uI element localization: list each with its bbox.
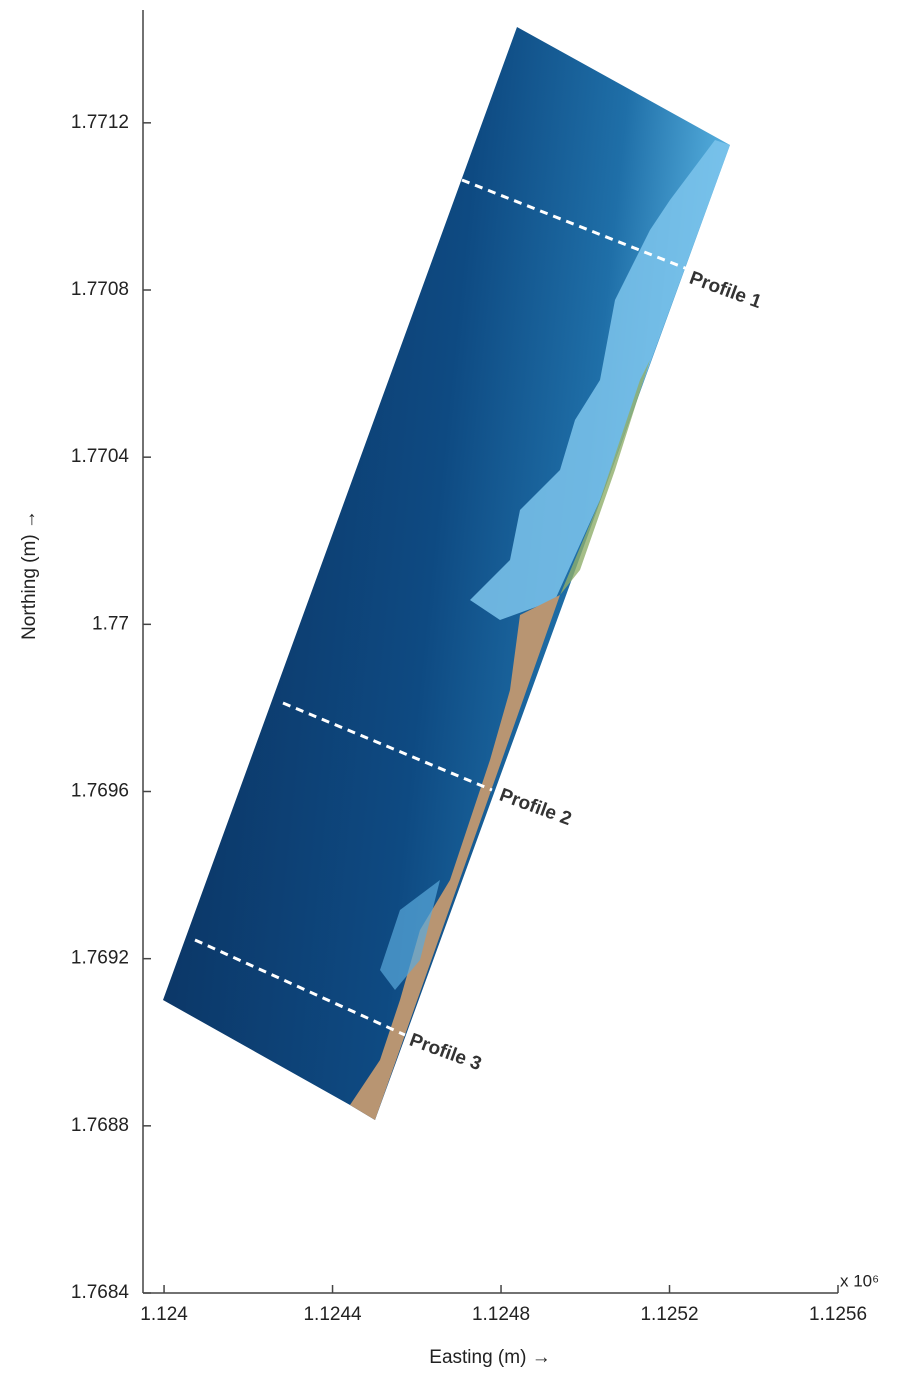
y-tick-label: 1.7692 [71, 948, 129, 969]
profile-label: Profile 3 [407, 1030, 485, 1075]
x-tick-label: 1.1244 [303, 1304, 362, 1325]
vegetation [560, 360, 650, 595]
y-tick-label: 1.7704 [71, 446, 130, 467]
profile-lines [194, 178, 691, 1037]
profile-label: Profile 2 [497, 785, 575, 830]
profile-line [282, 701, 493, 792]
x-tick-label: 1.1248 [472, 1304, 530, 1325]
x-tick-label: 1.1252 [640, 1304, 698, 1325]
beach [350, 595, 560, 1120]
y-tick-label: 1.7688 [71, 1115, 129, 1136]
shallows [470, 140, 730, 620]
x-tick-label: 1.124 [140, 1304, 188, 1325]
x-tick-label: 1.1256 [809, 1304, 867, 1325]
y-tick-label: 1.77 [92, 613, 129, 634]
y-tick-label: 1.7696 [71, 781, 129, 802]
survey-strip [163, 27, 730, 1120]
water [163, 27, 730, 1120]
profile-line [194, 938, 406, 1037]
y-tick-label: 1.7708 [71, 279, 129, 300]
y-axis-label: Northing (m) → [19, 510, 40, 640]
y-tick-label: 1.7712 [71, 112, 129, 133]
x-axis-label: Easting (m) → [429, 1347, 550, 1368]
profile-label: Profile 1 [687, 268, 765, 314]
shallows [380, 880, 440, 990]
y-tick-label: 1.7684 [71, 1282, 130, 1303]
x-exponent: x 10⁶ [840, 1271, 879, 1290]
